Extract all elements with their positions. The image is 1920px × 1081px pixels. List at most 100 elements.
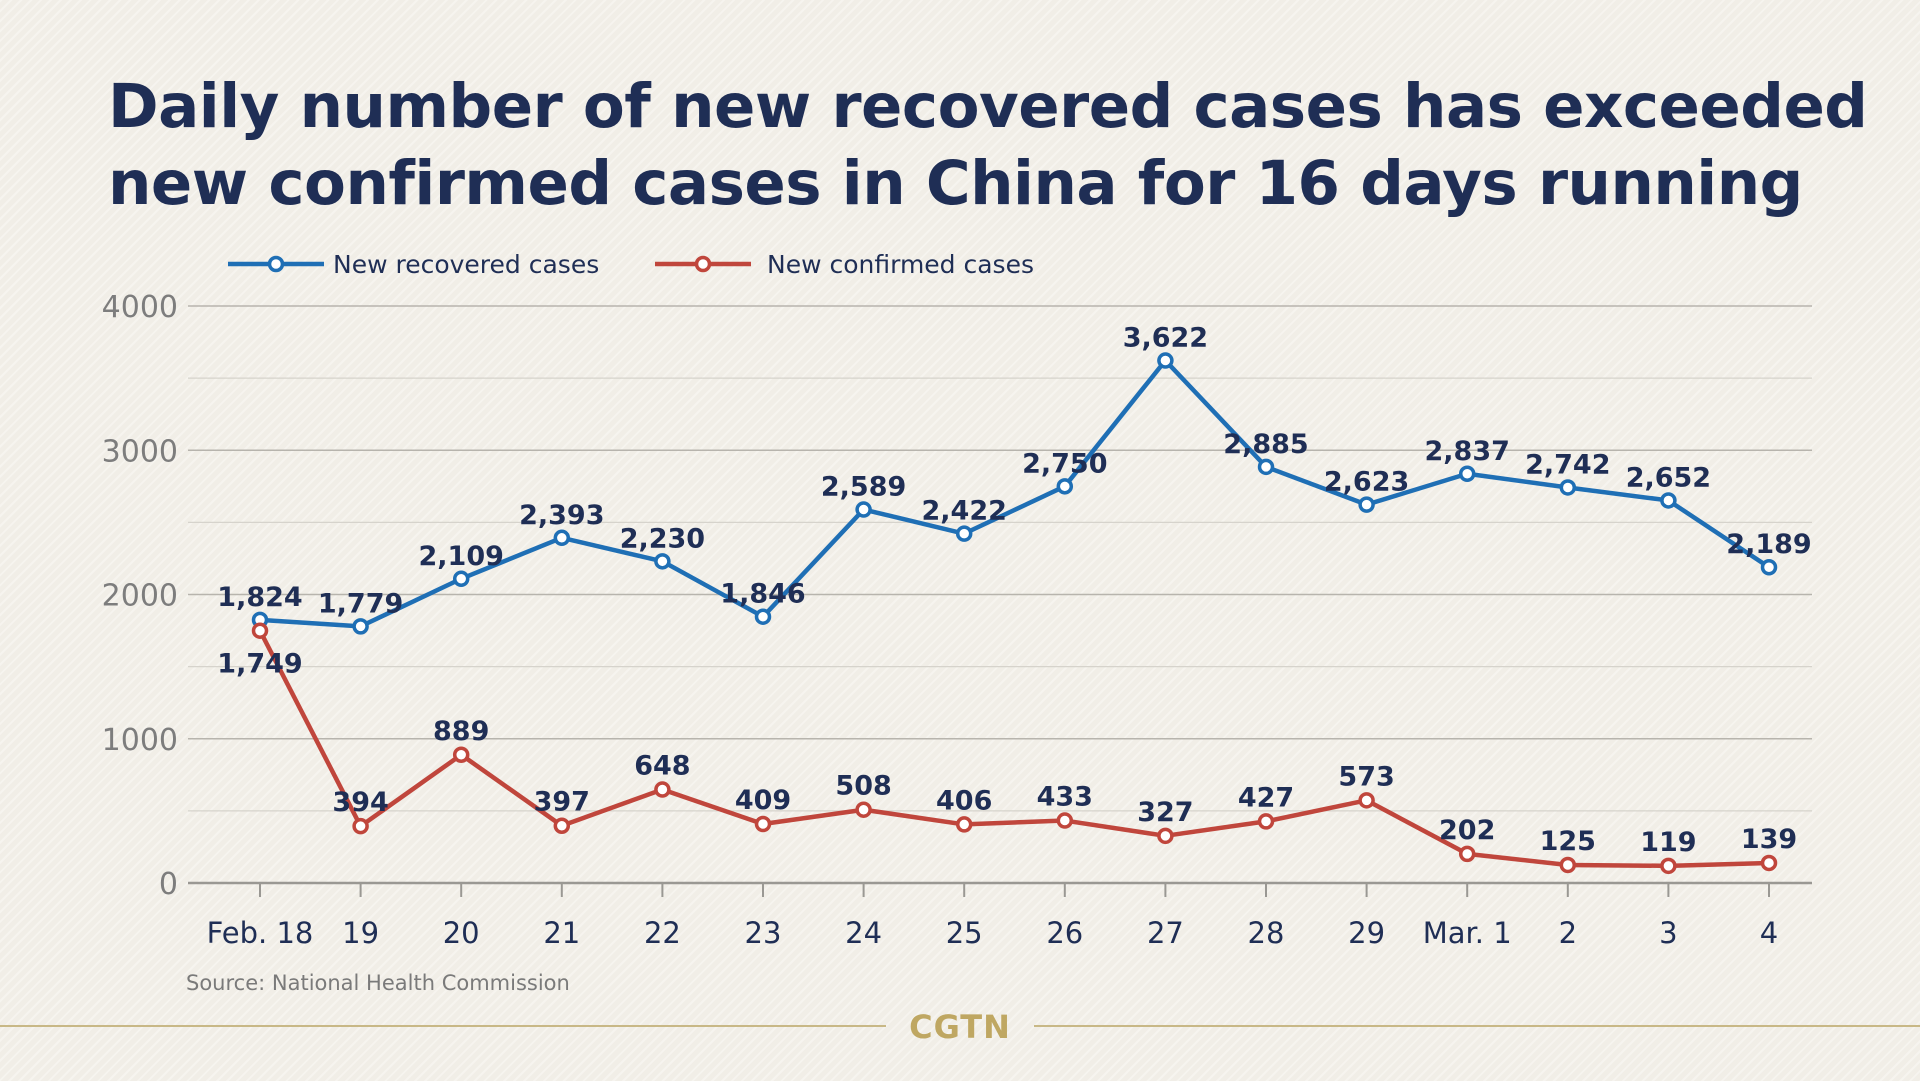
- data-label-recovered: 2,589: [821, 472, 906, 503]
- data-label-confirmed: 508: [835, 771, 891, 802]
- legend-label-recovered: New recovered cases: [333, 250, 599, 279]
- x-tick-label: 20: [443, 916, 480, 950]
- data-label-recovered: 2,742: [1525, 449, 1610, 480]
- legend-marker-recovered: [267, 255, 285, 273]
- x-tick-label: 3: [1659, 916, 1677, 950]
- x-tick-label: 28: [1248, 916, 1285, 950]
- x-tick-label: 21: [543, 916, 580, 950]
- data-label-confirmed: 573: [1338, 761, 1394, 792]
- x-tick-label: 27: [1147, 916, 1184, 950]
- x-tick-label: 26: [1046, 916, 1083, 950]
- data-point-confirmed: [754, 815, 772, 833]
- data-label-confirmed: 433: [1037, 782, 1093, 813]
- chart-title-line-2: new confirmed cases in China for 16 days…: [108, 148, 1803, 219]
- data-point-recovered: [1760, 558, 1778, 576]
- data-label-confirmed: 409: [735, 785, 791, 816]
- data-point-confirmed: [251, 622, 269, 639]
- data-label-recovered: 2,885: [1223, 429, 1308, 460]
- y-tick-label: 1000: [102, 723, 178, 758]
- data-point-recovered: [754, 608, 772, 625]
- data-label-confirmed: 427: [1238, 782, 1294, 813]
- series-line-recovered: [257, 358, 1772, 629]
- data-label-recovered: 2,652: [1626, 462, 1711, 493]
- data-label-recovered: 2,393: [519, 500, 604, 531]
- data-point-confirmed: [1056, 812, 1074, 829]
- data-label-recovered: 1,846: [720, 579, 805, 610]
- data-label-confirmed: 119: [1640, 827, 1696, 858]
- x-tick-label: Mar. 1: [1423, 916, 1512, 950]
- data-label-confirmed: 648: [634, 751, 690, 782]
- data-label-recovered: 1,824: [217, 582, 302, 613]
- data-point-confirmed: [1257, 813, 1275, 830]
- y-tick-label: 0: [159, 867, 178, 902]
- data-label-confirmed: 406: [936, 785, 992, 816]
- data-point-confirmed: [1458, 845, 1476, 863]
- y-tick-label: 4000: [102, 290, 178, 325]
- data-point-confirmed: [955, 816, 973, 833]
- chart-title-line-1: Daily number of new recovered cases has …: [108, 71, 1868, 142]
- data-point-recovered: [1660, 492, 1677, 509]
- data-label-recovered: 2,189: [1726, 529, 1811, 560]
- data-point-recovered: [855, 501, 872, 518]
- data-point-confirmed: [654, 781, 671, 798]
- data-point-recovered: [452, 570, 470, 588]
- data-point-confirmed: [452, 746, 470, 764]
- grid-lines: [188, 305, 1812, 812]
- x-tick-label: 2: [1559, 916, 1577, 950]
- data-label-recovered: 2,109: [418, 541, 503, 572]
- source-note: Source: National Health Commission: [186, 971, 570, 995]
- cgtn-logo: CGTN: [909, 1008, 1011, 1046]
- data-label-confirmed: 889: [433, 716, 489, 747]
- x-tick-label: 24: [845, 916, 882, 950]
- y-tick-label: 2000: [102, 579, 178, 614]
- data-label-recovered: 2,230: [620, 523, 705, 554]
- data-point-confirmed: [1660, 857, 1677, 875]
- data-label-confirmed: 202: [1439, 815, 1495, 846]
- x-tick-label: 29: [1348, 916, 1385, 950]
- series-line-confirmed: [257, 628, 1772, 869]
- data-point-recovered: [1458, 465, 1476, 483]
- x-tick-label: 25: [946, 916, 983, 950]
- data-point-confirmed: [855, 801, 872, 818]
- data-point-recovered: [1257, 458, 1275, 476]
- data-label-confirmed: 125: [1540, 826, 1596, 857]
- data-point-recovered: [1157, 352, 1174, 369]
- data-label-confirmed: 394: [332, 787, 388, 818]
- data-point-confirmed: [1760, 854, 1778, 872]
- data-label-recovered: 2,422: [921, 496, 1006, 527]
- data-label-confirmed: 327: [1137, 797, 1193, 828]
- data-label-recovered: 2,837: [1424, 436, 1509, 467]
- chart-title: Daily number of new recovered cases has …: [108, 68, 1868, 222]
- data-labels: 1,824 1,779 2,109 2,393 2,230 1,846 2,589 2,422…: [217, 323, 1811, 858]
- x-tick-label: Feb. 18: [207, 916, 314, 950]
- x-tick-label: 4: [1760, 916, 1778, 950]
- data-point-recovered: [1358, 496, 1375, 513]
- data-label-confirmed: 139: [1741, 824, 1797, 855]
- data-label-recovered: 3,622: [1123, 323, 1208, 354]
- data-point-recovered: [654, 553, 671, 570]
- data-point-confirmed: [1358, 792, 1375, 809]
- data-point-confirmed: [352, 817, 369, 835]
- legend-label-confirmed: New confirmed cases: [767, 250, 1034, 279]
- data-label-confirmed: 1,749: [217, 649, 302, 680]
- x-tick-label: 22: [644, 916, 681, 950]
- data-point-recovered: [553, 529, 571, 547]
- data-label-confirmed: 397: [534, 787, 590, 818]
- legend: New recovered cases New confirmed cases: [228, 250, 1034, 279]
- y-tick-label: 3000: [102, 434, 178, 469]
- data-label-recovered: 2,623: [1324, 467, 1409, 498]
- data-point-confirmed: [553, 817, 571, 834]
- data-point-recovered: [1559, 479, 1577, 496]
- data-point-confirmed: [1157, 827, 1174, 845]
- data-point-recovered: [955, 525, 973, 542]
- data-point-recovered: [1056, 478, 1074, 495]
- data-point-recovered: [352, 618, 369, 635]
- data-label-recovered: 2,750: [1022, 448, 1107, 479]
- series: [251, 352, 1778, 875]
- data-point-confirmed: [1559, 856, 1577, 874]
- data-label-recovered: 1,779: [318, 588, 403, 619]
- x-tick-label: 23: [745, 916, 782, 950]
- x-tick-label: 19: [342, 916, 379, 950]
